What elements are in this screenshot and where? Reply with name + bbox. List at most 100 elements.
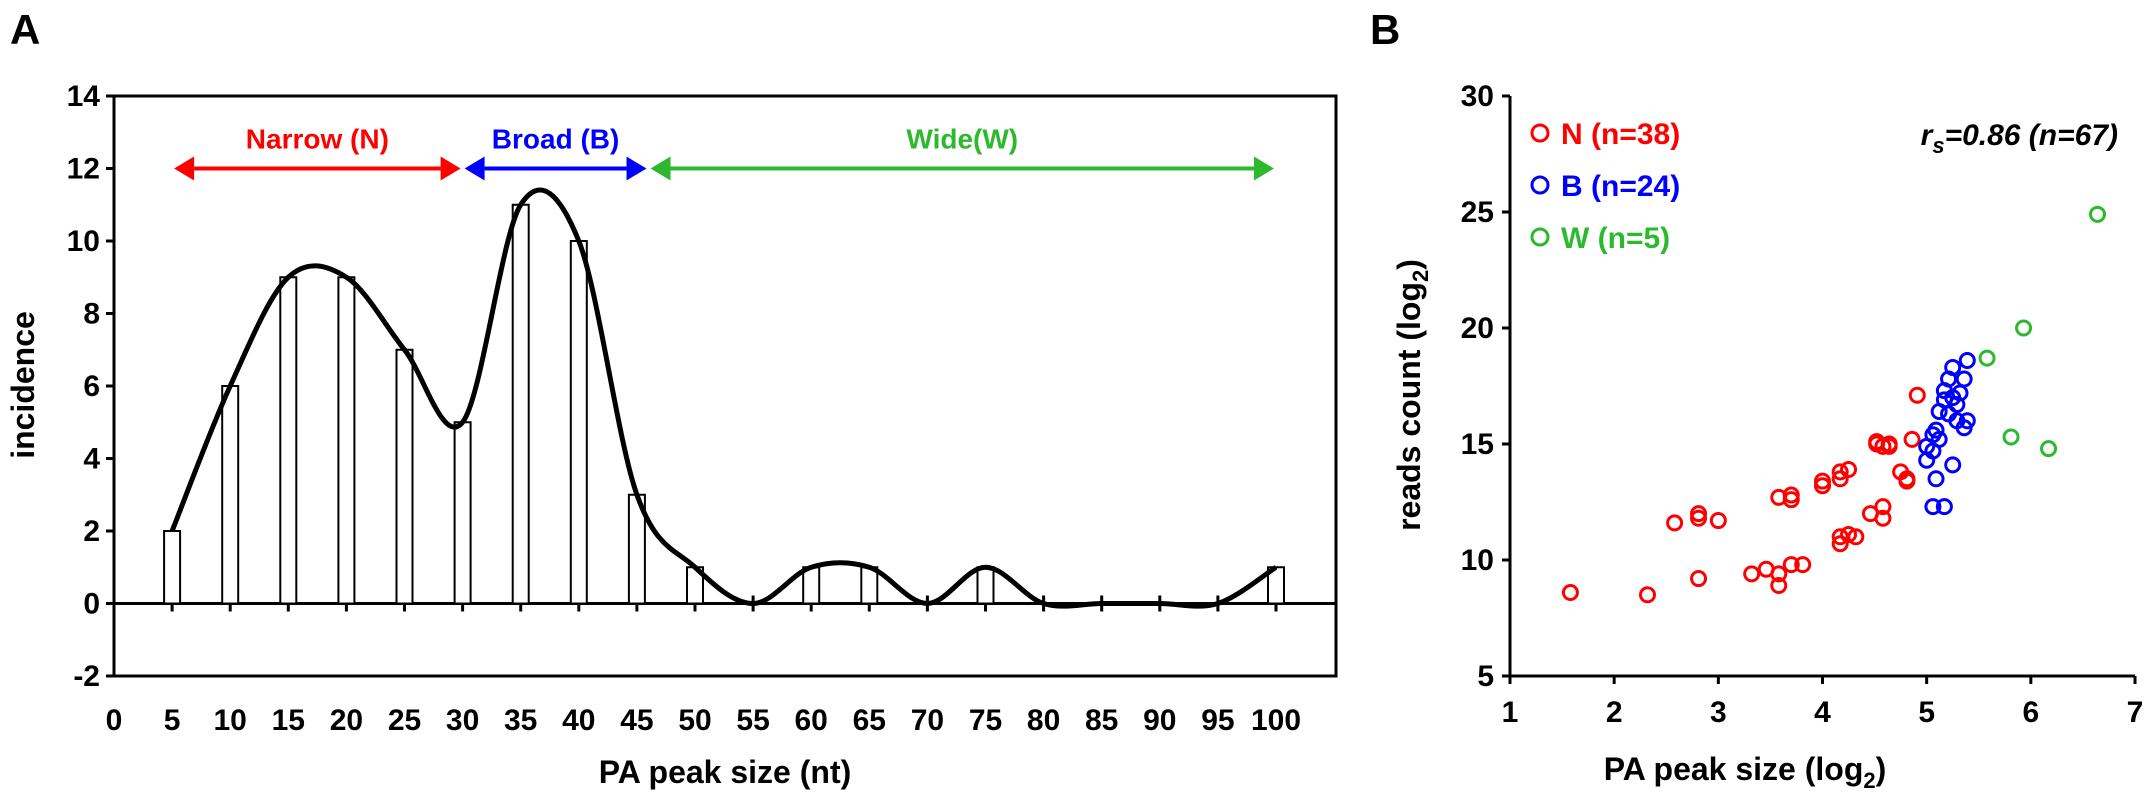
y-axis-label-a: incidence — [5, 311, 41, 459]
point-series2-2 — [2015, 319, 2033, 337]
y-tick-label: 30 — [1461, 80, 1494, 113]
x-tick-label: 100 — [1251, 704, 1301, 737]
range-arrow-1: Broad (B) — [464, 124, 647, 181]
point-series0-33 — [1898, 472, 1916, 490]
x-tick-label: 60 — [795, 704, 828, 737]
y-axis-label-b: reads count (log2) — [1391, 259, 1433, 531]
y-tick-label: 10 — [1461, 544, 1494, 577]
x-tick-label: 7 — [2127, 696, 2144, 729]
x-tick-label: 75 — [969, 704, 1002, 737]
x-axis-ticks-a: 0 5 10 15 20 25 30 35 40 45 50 55 60 65 70 75 80 85 90 95 10… — [106, 595, 1301, 737]
point-series1-21 — [1924, 498, 1942, 516]
x-tick-label: 15 — [272, 704, 305, 737]
point-series2-1 — [2002, 428, 2020, 446]
legend-label: W (n=5) — [1561, 222, 1670, 255]
point-series0-10 — [1770, 577, 1788, 595]
point-series1-20 — [1944, 456, 1962, 474]
point-series0-14 — [1782, 556, 1800, 574]
x-tick-label: 35 — [504, 704, 537, 737]
point-series0-26 — [1874, 498, 1892, 516]
point-series0-18 — [1831, 470, 1849, 488]
point-series1-11 — [1944, 358, 1962, 376]
bar-65 — [860, 566, 879, 605]
point-series1-4 — [1927, 470, 1945, 488]
point-series2-3 — [2040, 440, 2058, 458]
point-series0-1 — [1639, 586, 1656, 604]
point-series0-22 — [1831, 528, 1849, 546]
point-series0-15 — [1794, 556, 1812, 574]
legend-label: B (n=24) — [1561, 170, 1680, 203]
point-series0-2 — [1666, 514, 1684, 532]
x-tick-label: 2 — [1606, 696, 1623, 729]
y-tick-label: 5 — [1477, 660, 1494, 693]
x-tick-label: 55 — [736, 704, 769, 737]
point-series0-23 — [1840, 525, 1858, 543]
bar-25 — [395, 348, 414, 605]
y-tick-label: 15 — [1461, 428, 1494, 461]
point-series0-37 — [1880, 437, 1898, 455]
point-series1-5 — [1930, 430, 1948, 448]
x-tick-label: 45 — [620, 704, 653, 737]
bar-40 — [569, 240, 588, 605]
y-tick-label: 20 — [1461, 312, 1494, 345]
x-tick-label: 0 — [106, 704, 123, 737]
legend-b: N (n=38) B (n=24) W (n=5) — [1530, 118, 1680, 255]
legend-marker — [1530, 123, 1550, 143]
range-arrow-2: Wide(W) — [650, 124, 1274, 181]
bar-15 — [279, 276, 298, 605]
point-series2-4 — [2089, 205, 2106, 223]
point-series0-21 — [1831, 535, 1849, 553]
x-tick-label: 5 — [1918, 696, 1935, 729]
bar-75 — [976, 566, 995, 605]
bar-35 — [511, 203, 530, 605]
smooth-curve-a — [169, 187, 1278, 609]
x-tick-label: 95 — [1201, 704, 1234, 737]
y-tick-label: 2 — [83, 515, 100, 548]
x-tick-label: 70 — [911, 704, 944, 737]
y-tick-label: 0 — [83, 588, 100, 621]
legend-item-0: N (n=38) — [1530, 118, 1680, 151]
legend-marker — [1530, 227, 1550, 247]
y-tick-label: 10 — [67, 225, 100, 258]
range-arrows-a: Narrow (N) Broad (B) Wide(W) — [174, 124, 1274, 181]
point-series0-24 — [1847, 528, 1865, 546]
x-tick-label: 5 — [164, 704, 181, 737]
legend-item-1: B (n=24) — [1530, 170, 1680, 203]
x-tick-label: 40 — [562, 704, 595, 737]
y-tick-label: -2 — [73, 660, 100, 693]
points-b — [1561, 205, 2106, 604]
point-series0-27 — [1874, 509, 1892, 527]
legend-item-2: W (n=5) — [1530, 222, 1670, 255]
point-series2-0 — [1978, 349, 1996, 367]
range-label-2: Wide(W) — [906, 124, 1018, 155]
x-tick-label: 3 — [1710, 696, 1727, 729]
point-series0-13 — [1782, 486, 1800, 504]
point-series0-34 — [1903, 430, 1921, 448]
bar-30 — [453, 421, 472, 605]
bar-20 — [337, 276, 356, 605]
point-series0-20 — [1840, 461, 1858, 479]
point-series1-19 — [1958, 351, 1976, 369]
point-series0-7 — [1743, 565, 1761, 583]
bar-60 — [802, 566, 821, 605]
point-series0-4 — [1690, 505, 1708, 523]
x-tick-label: 25 — [388, 704, 421, 737]
y-axis-ticks-a: -2 0 2 4 6 8 10 12 14 — [67, 80, 1336, 693]
legend-label: N (n=38) — [1561, 118, 1680, 151]
x-axis-label-b: PA peak size (log2) — [1604, 751, 1887, 793]
y-tick-label: 12 — [67, 153, 100, 186]
point-series1-22 — [1935, 498, 1953, 516]
panel-label-a: A — [10, 6, 40, 53]
point-series0-19 — [1831, 463, 1849, 481]
bar-5 — [163, 530, 182, 605]
point-series0-35 — [1908, 386, 1926, 404]
smoothed-line — [169, 187, 1278, 609]
y-axis-ticks-b: 5 10 15 20 25 30 — [1461, 80, 1510, 693]
y-tick-label: 6 — [83, 370, 100, 403]
bar-10 — [221, 385, 240, 605]
correlation-annotation: rs=0.86 (n=67) — [1921, 119, 2118, 158]
legend-marker — [1530, 175, 1550, 195]
x-tick-label: 80 — [1027, 704, 1060, 737]
bars-a — [163, 203, 1285, 605]
